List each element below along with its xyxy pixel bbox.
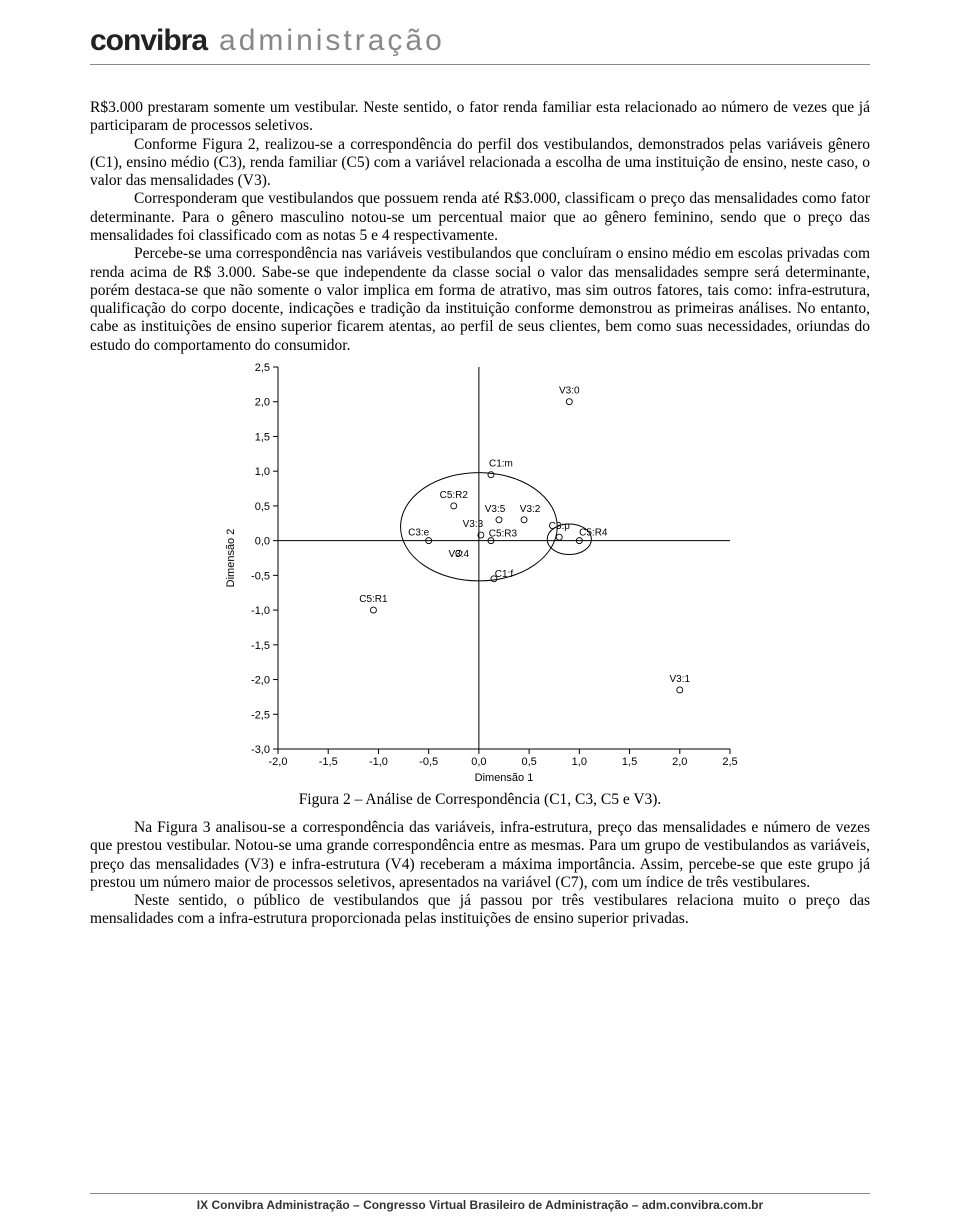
- svg-text:V3:0: V3:0: [559, 386, 580, 397]
- svg-text:C5:R3: C5:R3: [489, 529, 518, 540]
- svg-text:-1,0: -1,0: [369, 756, 388, 768]
- body-text-below: Na Figura 3 analisou-se a correspondênci…: [90, 819, 870, 929]
- paragraph-2: Conforme Figura 2, realizou-se a corresp…: [90, 136, 870, 191]
- svg-text:Dimensão 2: Dimensão 2: [225, 529, 237, 588]
- body-text: R$3.000 prestaram somente um vestibular.…: [90, 99, 870, 355]
- logo-convibra: convibra: [90, 24, 207, 58]
- svg-text:V3:2: V3:2: [520, 504, 541, 515]
- svg-text:V3:3: V3:3: [463, 519, 484, 530]
- header-logo: convibra administração: [90, 24, 870, 65]
- logo-admin: administração: [219, 24, 445, 58]
- paragraph-1: R$3.000 prestaram somente um vestibular.…: [90, 99, 870, 136]
- svg-text:V3:1: V3:1: [669, 674, 690, 685]
- figure-caption: Figura 2 – Análise de Correspondência (C…: [220, 791, 740, 809]
- svg-text:1,5: 1,5: [622, 756, 637, 768]
- svg-text:-2,0: -2,0: [251, 674, 270, 686]
- svg-text:-2,0: -2,0: [269, 756, 288, 768]
- chart-svg: -2,0-1,5-1,0-0,50,00,51,01,52,02,5-3,0-2…: [220, 359, 740, 789]
- svg-text:1,5: 1,5: [255, 431, 270, 443]
- svg-text:2,0: 2,0: [672, 756, 687, 768]
- svg-text:C1:m: C1:m: [489, 459, 513, 470]
- paragraph-3: Corresponderam que vestibulandos que pos…: [90, 190, 870, 245]
- paragraph-4: Percebe-se uma correspondência nas variá…: [90, 245, 870, 355]
- svg-text:-0,5: -0,5: [419, 756, 438, 768]
- svg-text:0,0: 0,0: [471, 756, 486, 768]
- svg-text:-1,5: -1,5: [319, 756, 338, 768]
- svg-text:-2,5: -2,5: [251, 709, 270, 721]
- svg-text:2,0: 2,0: [255, 397, 270, 409]
- footer-text: IX Convibra Administração – Congresso Vi…: [197, 1198, 763, 1212]
- svg-text:C3:e: C3:e: [408, 528, 430, 539]
- correspondence-chart: -2,0-1,5-1,0-0,50,00,51,01,52,02,5-3,0-2…: [220, 359, 740, 809]
- paragraph-5: Na Figura 3 analisou-se a correspondênci…: [90, 819, 870, 892]
- svg-text:0,0: 0,0: [255, 536, 270, 548]
- svg-text:0,5: 0,5: [255, 501, 270, 513]
- svg-text:C5:R2: C5:R2: [440, 490, 469, 501]
- svg-text:1,0: 1,0: [255, 466, 270, 478]
- svg-text:C3:p: C3:p: [549, 521, 571, 532]
- svg-text:Dimensão 1: Dimensão 1: [475, 772, 534, 784]
- svg-text:2,5: 2,5: [255, 362, 270, 374]
- svg-text:V3:4: V3:4: [449, 549, 470, 560]
- svg-text:-0,5: -0,5: [251, 570, 270, 582]
- svg-text:-1,0: -1,0: [251, 605, 270, 617]
- svg-text:-3,0: -3,0: [251, 744, 270, 756]
- svg-text:-1,5: -1,5: [251, 640, 270, 652]
- svg-text:C5:R1: C5:R1: [359, 594, 388, 605]
- svg-text:2,5: 2,5: [722, 756, 737, 768]
- svg-text:0,5: 0,5: [521, 756, 536, 768]
- svg-text:C1:f: C1:f: [495, 569, 514, 580]
- svg-text:V3:5: V3:5: [485, 504, 506, 515]
- page-footer: IX Convibra Administração – Congresso Vi…: [90, 1193, 870, 1212]
- svg-text:C5:R4: C5:R4: [579, 528, 608, 539]
- paragraph-6: Neste sentido, o público de vestibulando…: [90, 892, 870, 929]
- svg-text:1,0: 1,0: [572, 756, 587, 768]
